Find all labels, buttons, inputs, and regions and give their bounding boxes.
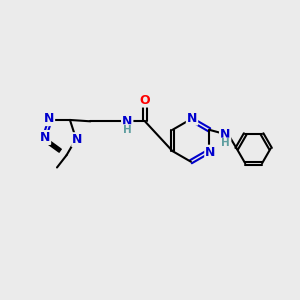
- Text: N: N: [205, 146, 216, 159]
- Text: H: H: [123, 125, 132, 135]
- Text: N: N: [220, 128, 230, 141]
- Text: N: N: [187, 112, 197, 124]
- Text: N: N: [40, 131, 50, 144]
- Text: H: H: [221, 139, 230, 148]
- Text: O: O: [140, 94, 150, 106]
- Text: N: N: [122, 115, 132, 128]
- Text: N: N: [72, 133, 82, 146]
- Text: N: N: [44, 112, 54, 125]
